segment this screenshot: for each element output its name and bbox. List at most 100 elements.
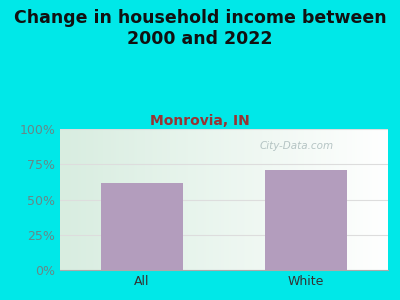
Bar	[340, 129, 342, 270]
Bar	[212, 129, 214, 270]
Bar	[329, 129, 330, 270]
Bar	[357, 129, 358, 270]
Bar	[306, 129, 308, 270]
Bar	[199, 129, 201, 270]
Bar	[190, 129, 191, 270]
Bar	[265, 129, 267, 270]
Bar	[372, 129, 373, 270]
Bar	[162, 129, 163, 270]
Bar	[268, 129, 270, 270]
Bar	[196, 129, 198, 270]
Bar	[321, 129, 322, 270]
Bar	[93, 129, 94, 270]
Bar	[367, 129, 368, 270]
Bar	[132, 129, 134, 270]
Bar	[139, 129, 140, 270]
Bar	[214, 129, 216, 270]
Bar	[193, 129, 194, 270]
Bar	[104, 129, 106, 270]
Bar	[72, 129, 73, 270]
Bar	[119, 129, 121, 270]
Bar	[247, 129, 249, 270]
Bar	[285, 129, 286, 270]
Bar	[336, 129, 337, 270]
Bar	[318, 129, 319, 270]
Bar	[70, 129, 72, 270]
Bar	[73, 129, 75, 270]
Bar	[319, 129, 321, 270]
Bar	[116, 129, 118, 270]
Bar	[165, 129, 167, 270]
Bar	[326, 129, 327, 270]
Bar	[163, 129, 165, 270]
Bar	[166, 129, 168, 270]
Bar	[229, 129, 230, 270]
Bar	[250, 129, 252, 270]
Bar	[108, 129, 109, 270]
Bar	[242, 129, 244, 270]
Bar	[183, 129, 185, 270]
Bar	[316, 129, 318, 270]
Bar	[290, 129, 291, 270]
Bar	[267, 129, 268, 270]
Bar	[86, 129, 88, 270]
Bar	[129, 129, 130, 270]
Bar	[150, 129, 152, 270]
Bar	[322, 129, 324, 270]
Bar	[81, 129, 83, 270]
Bar	[219, 129, 221, 270]
Bar	[345, 129, 347, 270]
Bar	[68, 129, 70, 270]
Bar	[99, 129, 101, 270]
Bar	[172, 129, 173, 270]
Bar	[376, 129, 378, 270]
Bar	[122, 129, 124, 270]
Bar	[286, 129, 288, 270]
Bar	[332, 129, 334, 270]
Bar	[334, 129, 336, 270]
Bar	[355, 129, 357, 270]
Bar	[240, 129, 242, 270]
Bar	[111, 129, 112, 270]
Bar	[227, 129, 229, 270]
Bar	[157, 129, 158, 270]
Bar	[281, 129, 283, 270]
Text: City-Data.com: City-Data.com	[259, 141, 333, 151]
Bar	[144, 129, 145, 270]
Bar	[63, 129, 65, 270]
Bar	[112, 129, 114, 270]
Bar	[75, 129, 76, 270]
Bar	[386, 129, 388, 270]
Bar	[303, 129, 304, 270]
Bar	[178, 129, 180, 270]
Bar	[201, 129, 203, 270]
Bar	[239, 129, 240, 270]
Bar	[94, 129, 96, 270]
Bar	[88, 129, 90, 270]
Bar	[362, 129, 363, 270]
Bar	[262, 129, 263, 270]
Bar	[90, 129, 91, 270]
Bar	[83, 129, 85, 270]
Bar	[194, 129, 196, 270]
Bar	[314, 129, 316, 270]
Bar	[118, 129, 119, 270]
Bar	[378, 129, 380, 270]
Bar	[291, 129, 293, 270]
Bar	[350, 129, 352, 270]
Bar	[155, 129, 157, 270]
Bar	[145, 129, 147, 270]
Bar	[154, 129, 155, 270]
Bar	[383, 129, 385, 270]
Bar	[301, 129, 303, 270]
Bar	[276, 129, 278, 270]
Bar	[288, 129, 290, 270]
Bar	[130, 129, 132, 270]
Bar	[293, 129, 294, 270]
Bar	[209, 129, 211, 270]
Bar	[236, 129, 237, 270]
Bar	[375, 129, 376, 270]
Bar	[211, 129, 212, 270]
Bar	[327, 129, 329, 270]
Bar	[308, 129, 309, 270]
